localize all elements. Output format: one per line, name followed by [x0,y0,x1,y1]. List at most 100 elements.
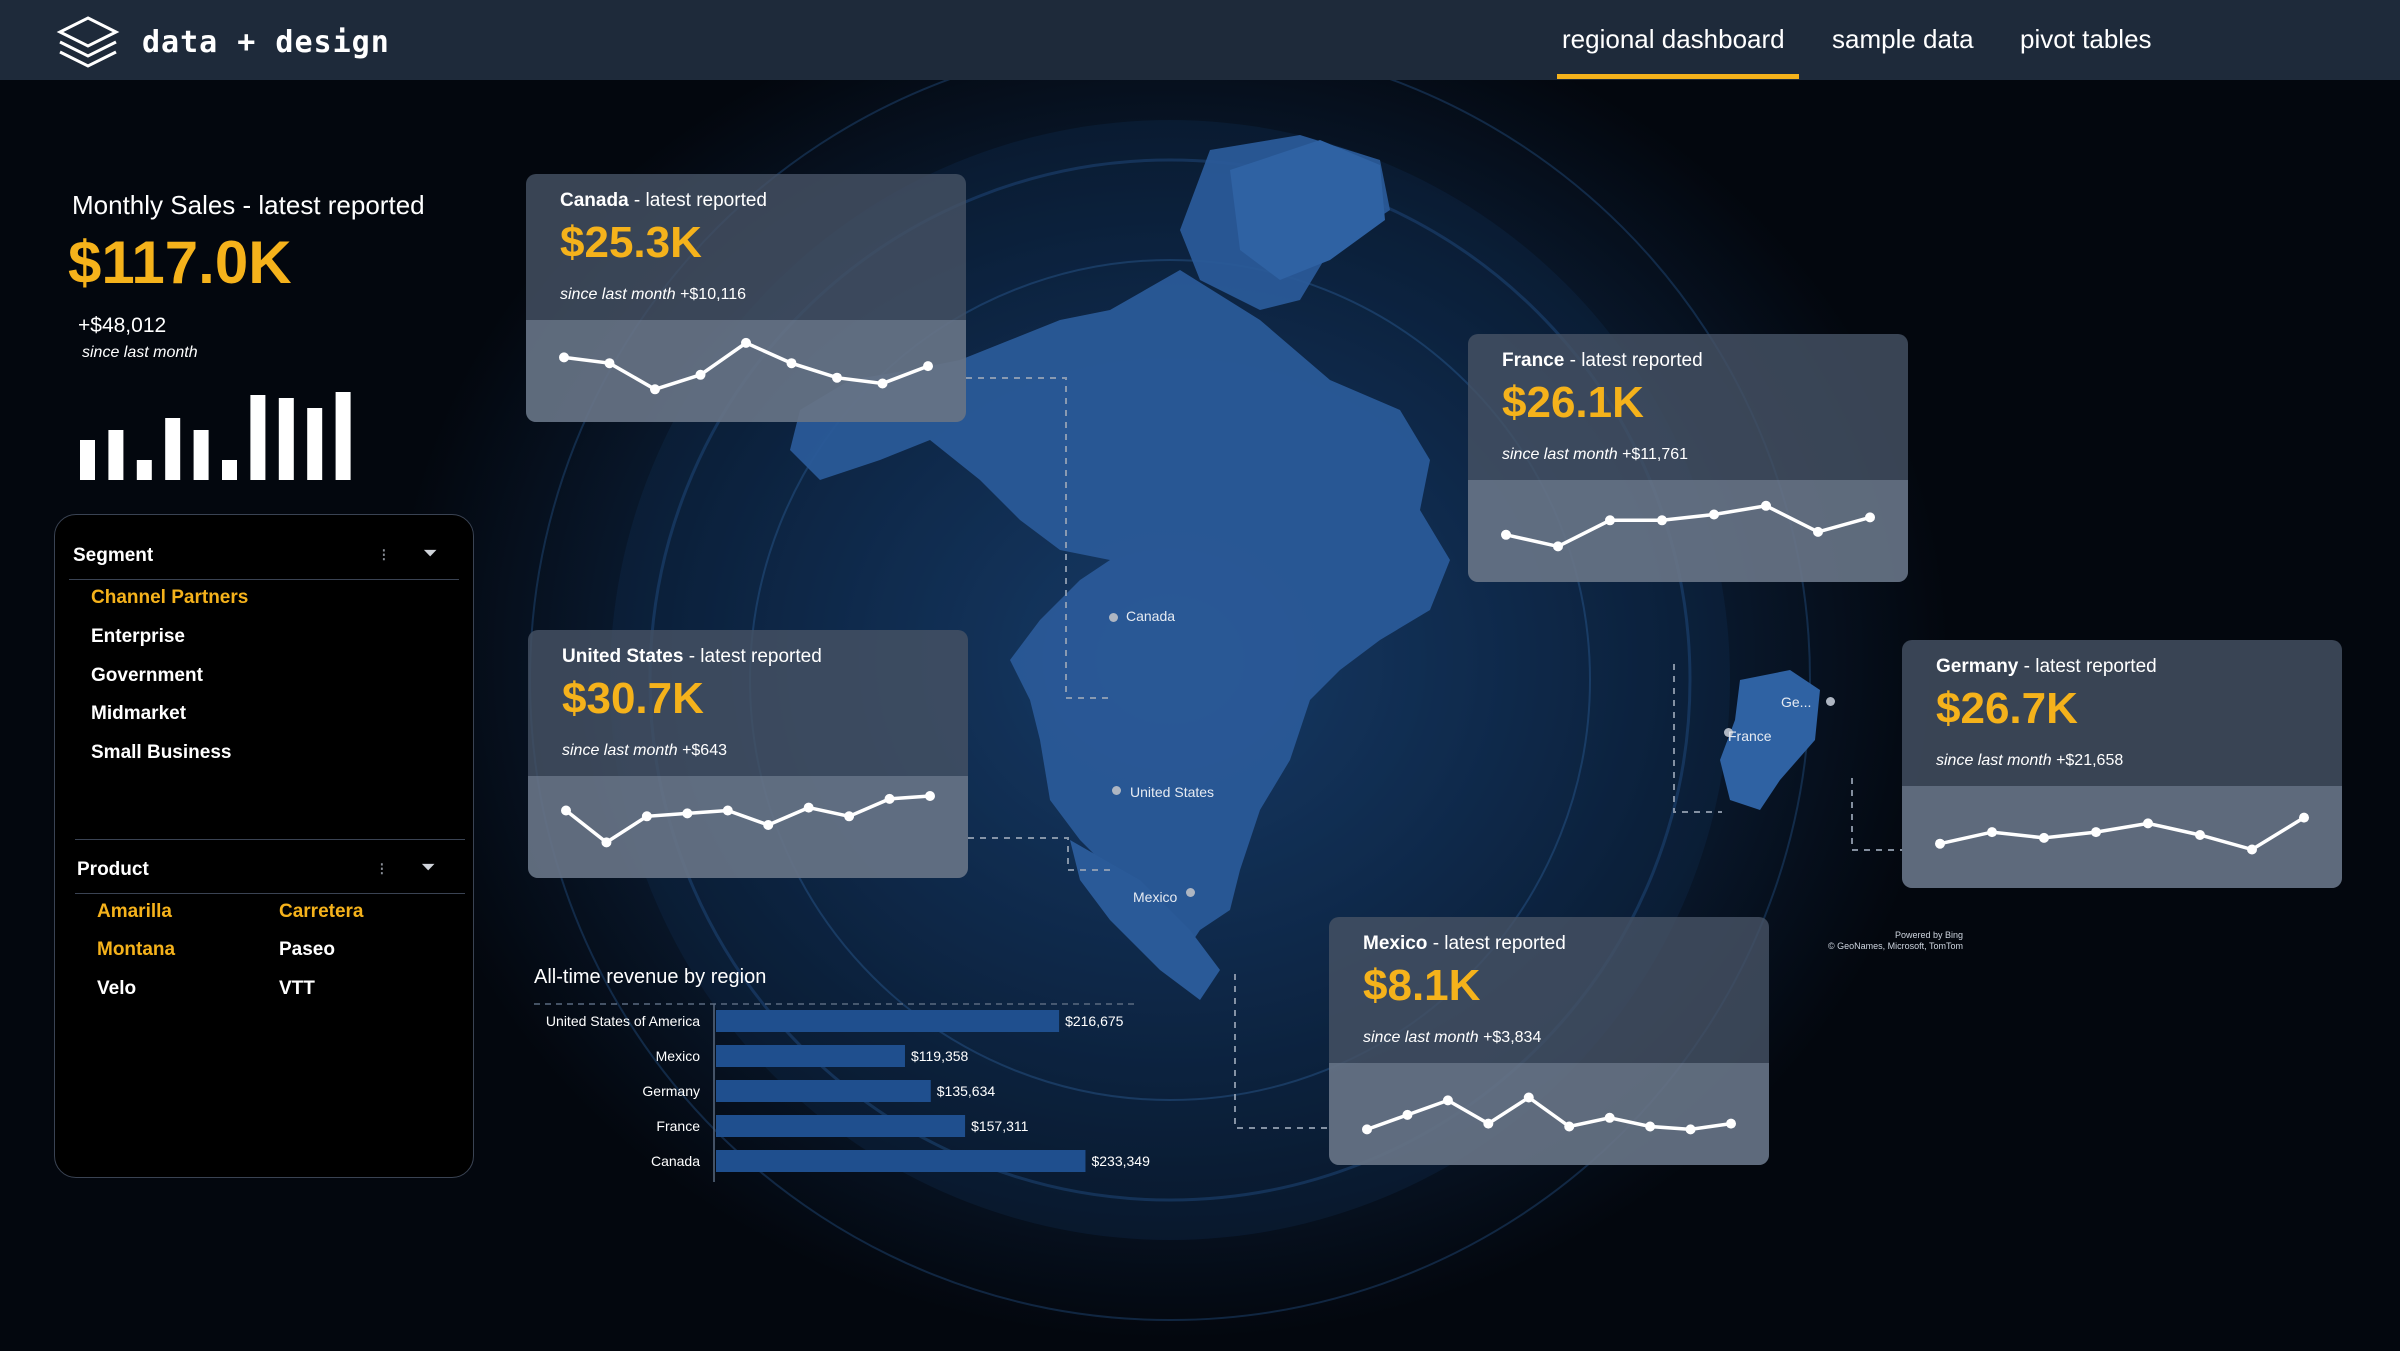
nav-tab-regional-dashboard[interactable]: regional dashboard [1562,24,1785,54]
product-item-montana[interactable]: Montana [97,939,176,960]
sparkline-point [722,805,733,816]
clear-filter-icon[interactable]: ⏷ [421,857,436,877]
segment-item-midmarket[interactable]: Midmarket [91,703,187,724]
revenue-bar[interactable] [716,1010,1060,1032]
nav-tab-pivot-tables[interactable]: pivot tables [2020,24,2152,54]
map-pin-france[interactable] [1724,728,1733,737]
sparkline-germany [1935,812,2309,855]
sparkline-point [641,811,652,822]
card-sparkline-band [1468,480,1908,582]
sparkline-point [832,372,842,383]
card-sparkline-band [528,776,968,878]
summary-bar [250,395,266,480]
revenue-bar[interactable] [716,1150,1086,1172]
sparkline-point [650,384,660,395]
product-item-vtt[interactable]: VTT [279,978,315,999]
layers-icon [56,16,120,68]
monthly-sales-title: Monthly Sales - latest reported [72,190,425,220]
segment-item-government[interactable]: Government [91,665,203,686]
sparkline-point [1362,1124,1372,1135]
sparkline-point [2247,844,2257,855]
card-value: $26.7K [1936,684,2078,733]
sparkline-point [741,337,751,348]
sparkline-point [923,361,933,372]
sparkline-point [1813,526,1823,537]
card-title: Canada - latest reported [560,190,767,211]
segment-item-enterprise[interactable]: Enterprise [91,626,185,647]
summary-bar [165,418,181,480]
nav-tab-sample-data[interactable]: sample data [1832,24,1974,54]
product-item-velo[interactable]: Velo [97,978,137,999]
card-mexico[interactable]: Mexico - latest reported $8.1K since las… [1329,917,1769,1165]
card-value: $25.3K [560,218,702,267]
revenue-value-label: $216,675 [1065,1013,1124,1029]
map-pin-germany[interactable] [1826,697,1835,706]
segment-slicer-title: Segment [73,545,154,566]
sparkline-point [763,820,774,830]
summary-bar [222,460,237,480]
card-canada[interactable]: Canada - latest reported $25.3K since la… [526,174,966,422]
card-title: Germany - latest reported [1936,656,2157,677]
card-since: since last month +$21,658 [1936,752,2124,769]
summary-bar [307,408,323,480]
sparkline-point [803,802,814,813]
sparkline-point [1523,1092,1534,1103]
sparkline-point [2039,832,2049,843]
card-united-states[interactable]: United States - latest reported $30.7K s… [528,630,968,878]
sparkline-point [1501,529,1511,540]
sparkline-point [1564,1121,1575,1132]
card-value: $26.1K [1502,378,1644,427]
revenue-category-label: Mexico [656,1048,701,1064]
sparkline-point [601,837,612,848]
monthly-sales-delta: +$48,012 [78,314,167,337]
map-pin-united-states[interactable] [1112,786,1121,795]
sparkline-point [786,358,797,369]
card-france[interactable]: France - latest reported $26.1K since la… [1468,334,1908,582]
europe-shape [1720,670,1820,810]
sparkline-point [1987,827,1997,838]
card-title: Mexico - latest reported [1363,933,1566,954]
summary-bar [193,430,209,480]
revenue-bar[interactable] [716,1115,966,1137]
product-item-carretera[interactable]: Carretera [279,901,364,922]
card-since: since last month +$11,761 [1502,446,1689,463]
card-germany[interactable]: Germany - latest reported $26.7K since l… [1902,640,2342,888]
summary-bar [278,398,294,480]
sparkline-line [1939,816,2305,852]
segment-item-channel-partners[interactable]: Channel Partners [91,587,249,608]
clear-filter-icon[interactable]: ⏷ [423,543,438,563]
multi-select-icon[interactable]: ⁝ [381,545,387,565]
product-item-paseo[interactable]: Paseo [279,939,335,960]
brand[interactable]: data + design [56,14,390,70]
revenue-chart-title: All-time revenue by region [534,966,767,988]
map-pin-canada[interactable] [1109,613,1118,622]
revenue-bar[interactable] [716,1045,905,1067]
sparkline-france [1501,500,1875,552]
map-pin-mexico[interactable] [1186,888,1195,897]
sparkline-point [1685,1124,1696,1135]
sparkline-point [877,378,888,389]
sparkline-line [564,794,931,845]
sparkline-point [844,811,855,822]
segment-item-small-business[interactable]: Small Business [91,742,232,763]
sparkline-line [563,340,929,392]
revenue-category-label: Germany [642,1083,700,1099]
summary-bar [108,430,124,480]
sparkline-canada [559,337,933,395]
map-label-canada: Canada [1126,608,1176,624]
revenue-bar[interactable] [716,1080,931,1102]
card-since: since last month +$10,116 [560,286,747,303]
sparkline-point [884,793,895,804]
active-tab-indicator [1557,74,1799,79]
product-item-amarilla[interactable]: Amarilla [97,901,172,922]
map-attribution: Powered by Bing © GeoNames, Microsoft, T… [1828,930,1963,951]
card-title: United States - latest reported [562,646,822,667]
revenue-bar-chart: United States of America $216,675 Mexico $1… [534,1003,1150,1182]
multi-select-icon[interactable]: ⁝ [379,859,385,879]
sparkline-point [2299,812,2309,823]
sparkline-point [2091,827,2101,838]
divider [69,579,459,580]
sparkline-line [1505,503,1871,549]
card-since: since last month +$3,834 [1363,1029,1542,1046]
sparkline-point [2195,830,2205,840]
